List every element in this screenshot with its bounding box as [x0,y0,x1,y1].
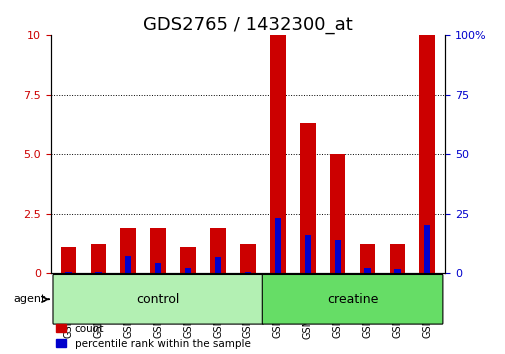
Bar [334,240,340,273]
Bar [90,244,106,273]
Bar [329,154,345,273]
Bar [185,268,191,273]
Text: creatine: creatine [326,293,378,306]
FancyBboxPatch shape [53,274,263,324]
Text: GDS2765 / 1432300_at: GDS2765 / 1432300_at [143,16,352,34]
Bar [393,269,400,273]
Bar [359,244,375,273]
Bar [274,218,280,273]
Bar [423,225,430,273]
Bar [419,35,434,273]
Bar [270,35,285,273]
Bar [239,244,256,273]
Bar [244,272,250,273]
Bar [125,256,131,273]
Bar [95,272,102,273]
Bar [389,244,405,273]
Bar [65,272,72,273]
Bar [210,228,225,273]
Bar [180,247,195,273]
Text: agent: agent [14,294,46,304]
Text: control: control [136,293,180,306]
FancyBboxPatch shape [262,274,442,324]
Bar [215,257,221,273]
Bar [120,228,136,273]
Bar [61,247,76,273]
Bar [155,263,161,273]
Bar [364,268,370,273]
Bar [299,123,315,273]
Bar [150,228,166,273]
Bar [304,235,310,273]
Legend: count, percentile rank within the sample: count, percentile rank within the sample [56,324,250,349]
